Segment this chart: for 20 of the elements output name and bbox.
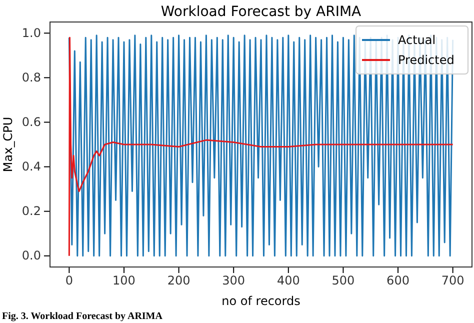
caption: Fig. 3. Workload Forecast by ARIMA <box>2 311 164 322</box>
x-tick-label: 200 <box>167 274 190 288</box>
legend-label: Predicted <box>398 53 454 67</box>
y-axis-title: Max_CPU <box>1 116 15 172</box>
x-tick-label: 0 <box>65 274 73 288</box>
y-tick-label: 0.4 <box>22 160 41 174</box>
x-tick-label: 700 <box>441 274 464 288</box>
x-axis-title: no of records <box>222 294 300 308</box>
y-tick-label: 1.0 <box>22 26 41 40</box>
y-tick-label: 0.8 <box>22 70 41 85</box>
x-tick-label: 600 <box>386 274 410 288</box>
legend-label: Actual <box>398 33 436 47</box>
y-tick-label: 0.0 <box>22 248 41 263</box>
x-tick-label: 500 <box>332 274 355 288</box>
y-tick-label: 0.2 <box>22 204 41 218</box>
x-tick-label: 400 <box>276 274 300 288</box>
x-tick-label: 300 <box>222 274 246 288</box>
chart-title: Workload Forecast by ARIMA <box>160 4 362 20</box>
y-tick-label: 0.6 <box>22 115 41 130</box>
x-tick-label: 100 <box>112 274 136 288</box>
